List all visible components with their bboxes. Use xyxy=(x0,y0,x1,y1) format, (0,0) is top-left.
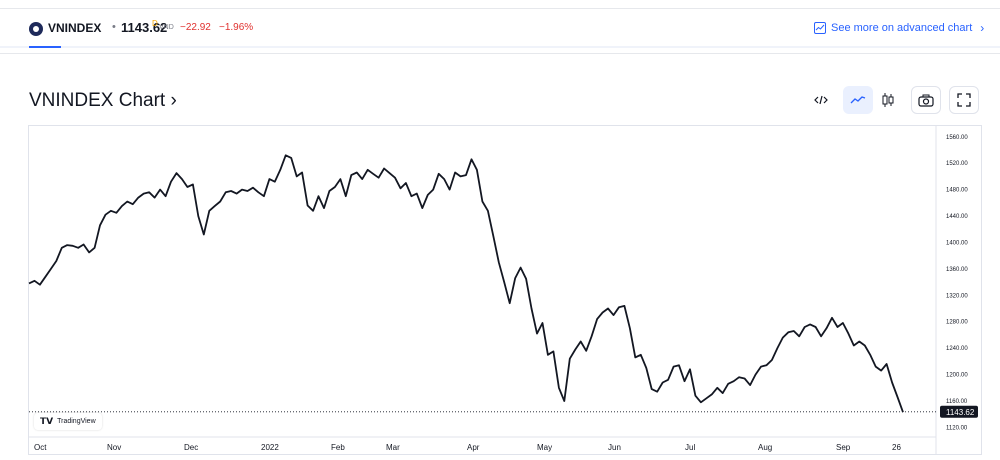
y-tick-label: 1360.00 xyxy=(946,267,968,273)
chart-title-link[interactable]: VNINDEX Chart › xyxy=(29,90,177,111)
symbol-logo-icon xyxy=(29,22,43,36)
code-icon xyxy=(814,95,828,105)
y-tick-label: 1120.00 xyxy=(946,425,968,431)
fullscreen-icon xyxy=(957,93,971,107)
section-divider xyxy=(0,53,1000,54)
tradingview-label: TradingView xyxy=(57,418,96,425)
advanced-chart-label: See more on advanced chart xyxy=(831,22,973,34)
x-tick-label: 26 xyxy=(892,443,901,452)
candlestick-chart-button[interactable] xyxy=(873,86,903,114)
y-tick-label: 1520.00 xyxy=(946,161,968,167)
x-tick-label: Aug xyxy=(758,443,772,452)
advanced-chart-link[interactable]: See more on advanced chart › xyxy=(814,18,984,38)
x-tick-label: Mar xyxy=(386,443,400,452)
snapshot-button[interactable] xyxy=(911,86,941,114)
y-tick-label: 1240.00 xyxy=(946,346,968,352)
x-tick-label: Jul xyxy=(685,443,695,452)
y-tick-label: 1160.00 xyxy=(946,399,968,405)
line-chart-icon xyxy=(850,96,866,104)
x-tick-label: Oct xyxy=(34,443,47,452)
price-change-percent: −1.96% xyxy=(219,22,254,33)
y-tick-label: 1560.00 xyxy=(946,135,968,141)
symbol-name[interactable]: VNINDEX xyxy=(48,21,102,35)
vnindex-price-line xyxy=(28,154,904,413)
tab-bar xyxy=(0,46,1000,48)
chart-area[interactable] xyxy=(28,125,982,455)
currency-label: VND xyxy=(159,24,174,31)
y-tick-label: 1200.00 xyxy=(946,373,968,379)
tradingview-logo-icon: 𝗧𝗩 xyxy=(40,416,54,426)
x-tick-label: Feb xyxy=(331,443,345,452)
price-status-marker: D xyxy=(152,19,158,28)
last-price-badge xyxy=(940,405,978,418)
line-chart-button[interactable] xyxy=(843,86,873,114)
y-tick-label: 1440.00 xyxy=(946,214,968,220)
y-tick-label: 1280.00 xyxy=(946,320,968,326)
chart-icon xyxy=(814,22,826,34)
x-tick-label: Jun xyxy=(608,443,621,452)
y-tick-label: 1400.00 xyxy=(946,240,968,246)
y-tick-label: 1480.00 xyxy=(946,188,968,194)
tradingview-watermark[interactable]: 𝗧𝗩 TradingView xyxy=(34,413,102,430)
x-tick-label: Nov xyxy=(107,443,121,452)
symbol-separator: • xyxy=(112,21,116,33)
embed-code-button[interactable] xyxy=(806,86,836,114)
x-tick-label: 2022 xyxy=(261,443,279,452)
active-tab-indicator xyxy=(29,46,61,48)
x-tick-label: Sep xyxy=(836,443,851,452)
current-price: 1143.62 xyxy=(121,20,168,35)
x-tick-label: Dec xyxy=(184,443,198,452)
last-price-label: 1143.62 xyxy=(946,408,975,417)
y-tick-label: 1320.00 xyxy=(946,293,968,299)
chevron-right-icon: › xyxy=(980,21,985,35)
top-divider xyxy=(0,8,1000,9)
candlestick-icon xyxy=(882,93,894,107)
camera-icon xyxy=(918,94,934,107)
symbol-header: VNINDEX • 1143.62 D VND −22.92 −1.96% Se… xyxy=(0,10,1000,46)
x-tick-label: May xyxy=(537,443,552,452)
fullscreen-button[interactable] xyxy=(949,86,979,114)
x-tick-label: Apr xyxy=(467,443,480,452)
price-change: −22.92 xyxy=(180,22,211,33)
